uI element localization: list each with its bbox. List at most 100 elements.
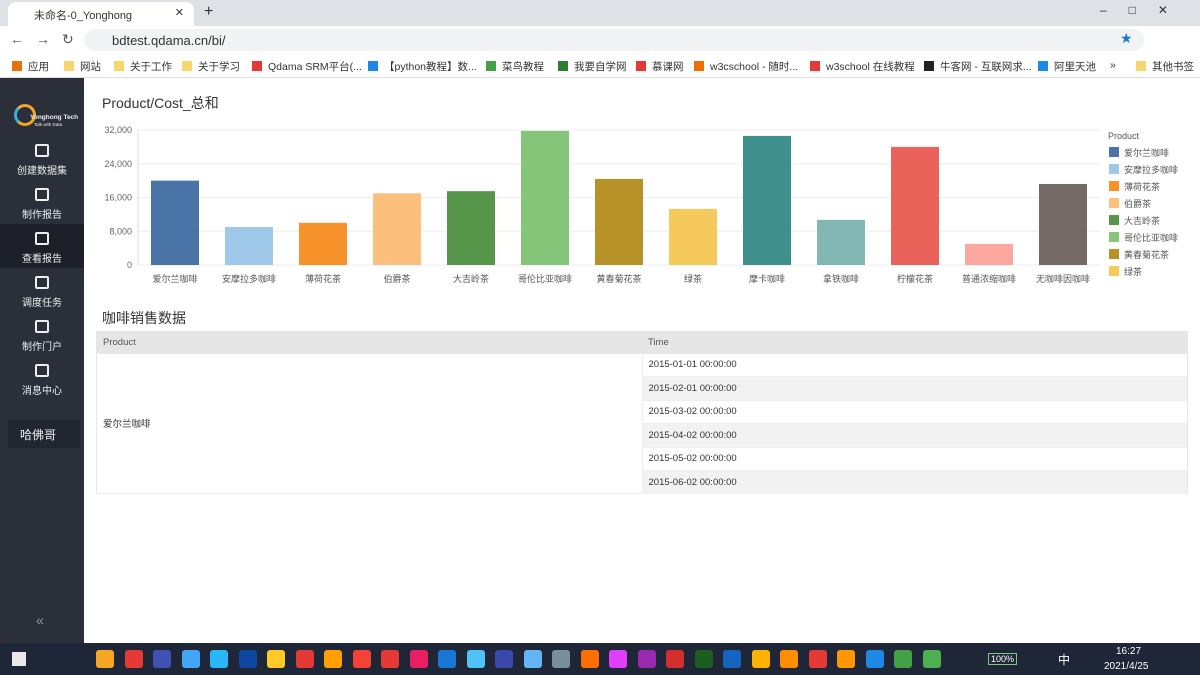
new-tab[interactable]: + [204,3,214,20]
x-tick-label: 拿铁咖啡 [823,273,859,284]
taskbar-app[interactable] [210,650,228,668]
nav-item[interactable]: 制作门户 [0,312,84,356]
legend-swatch [1109,249,1119,259]
bar [373,193,421,265]
url-field[interactable]: bdtest.qdama.cn/bi/ [84,29,1144,51]
bookmark[interactable]: w3school 在线教程 [810,59,915,74]
taskbar-app[interactable] [723,650,741,668]
taskbar-app[interactable] [381,650,399,668]
collapse[interactable]: « [36,612,44,628]
user[interactable]: 哈佛哥 [8,420,80,448]
bookmark-label: Qdama SRM平台(... [268,61,362,73]
bookmark[interactable]: 阿里天池 [1038,59,1096,74]
nav-buttons[interactable]: ←→↻ [10,31,86,47]
close-tab[interactable]: ✕ [174,7,184,19]
bar [595,178,643,265]
taskbar-app[interactable] [894,650,912,668]
bar [299,222,347,265]
bookmark-icon [636,61,646,71]
address-bar: ←→↻ bdtest.qdama.cn/bi/ ★ [0,26,1200,53]
taskbar-app[interactable] [694,650,713,668]
x-tick-label: 摩卡咖啡 [749,273,785,284]
taskbar-app[interactable] [495,650,513,668]
nav-icon [35,276,49,289]
bookmark-icon [558,61,568,71]
bar [151,180,199,265]
x-tick-label: 大吉岭茶 [453,273,489,284]
legend-swatch [1109,232,1119,242]
table-row: 2015-02-01 00:00:00 [97,376,1188,401]
taskbar-app[interactable] [609,650,627,668]
legend-label: 薄荷花茶 [1124,181,1160,192]
bookmark[interactable]: » [1094,59,1116,71]
bookmark-label: 【python教程】数... [384,61,477,73]
taskbar-app[interactable] [181,650,200,668]
bookmark[interactable]: 【python教程】数... [368,59,477,74]
start-button[interactable] [12,652,26,666]
taskbar-app[interactable] [837,650,855,668]
chart: Product/Cost_总和 0 8,000 16,000 24,000 32,000… [102,95,1178,284]
legend-swatch [1109,215,1119,225]
legend-swatch [1109,147,1119,157]
taskbar-app[interactable] [96,650,114,668]
bookmark[interactable]: 菜鸟教程 [486,59,544,74]
taskbar-app[interactable] [438,650,456,668]
legend-label: 安摩拉多咖啡 [1124,164,1178,175]
legend-swatch [1109,266,1119,276]
bookmark-icon [368,61,378,71]
nav-item[interactable]: 调度任务 [0,268,84,312]
nav-icon [35,144,49,157]
taskbar-app[interactable] [780,650,798,668]
bar [447,191,495,265]
taskbar-app[interactable] [153,650,171,668]
bookmark[interactable]: 应用 [12,59,49,74]
ime[interactable]: 中 [1058,653,1071,667]
bookmark[interactable]: w3cschool - 随时... [694,59,798,74]
bookmark[interactable]: 牛客网 - 互联网求... [924,59,1032,74]
nav-item[interactable]: 消息中心 [0,356,84,400]
taskbar-app[interactable] [466,650,485,668]
bookmark-icon [924,61,934,71]
bookmark[interactable]: 关于学习 [182,59,240,74]
bookmark[interactable]: Qdama SRM平台(... [252,59,362,74]
taskbar-app[interactable] [324,650,342,668]
nav-icon [35,364,49,377]
bookmark-label: 慕课网 [652,61,684,73]
taskbar-app[interactable] [238,650,257,668]
nav-item[interactable]: 查看报告 [0,224,84,268]
bookmark[interactable]: 慕课网 [636,59,684,74]
nav-item[interactable]: 创建数据集 [0,136,84,180]
bar [1039,184,1087,265]
bookmark[interactable]: 网站 [64,59,101,74]
taskbar-app[interactable] [352,650,371,668]
bookmark[interactable]: 其他书签 [1136,59,1194,74]
taskbar-app[interactable] [552,650,570,668]
taskbar-app[interactable] [267,650,285,668]
nav-icon [35,320,49,333]
time-cell: 2015-01-01 00:00:00 [642,353,1188,378]
taskbar-app[interactable] [666,650,684,668]
clock-date: 2021/4/25 [1104,661,1149,672]
taskbar-app[interactable] [124,650,143,668]
bookmark-star[interactable]: ★ [1120,30,1133,46]
clock-time: 16:27 [1116,646,1142,657]
bookmark[interactable]: 我要自学网 [558,59,627,74]
taskbar-app[interactable] [409,650,428,668]
taskbar-app[interactable] [865,650,884,668]
taskbar-app[interactable] [751,650,770,668]
bookmark[interactable]: 关于工作 [114,59,172,74]
bookmark-label: w3cschool - 随时... [710,61,799,73]
taskbar-app[interactable] [808,650,827,668]
browser-tab[interactable]: 未命名-0_Yonghong ✕ [8,2,194,26]
table-title: 咖啡销售数据 [102,310,186,326]
bar [225,227,273,265]
taskbar-app[interactable] [922,650,941,668]
taskbar-app[interactable] [295,650,314,668]
window-controls[interactable]: –□✕ [1100,3,1190,17]
taskbar-app[interactable] [580,650,599,668]
bookmark-icon [810,61,820,71]
nav-item[interactable]: 制作报告 [0,180,84,224]
taskbar-app[interactable] [637,650,656,668]
taskbar-app[interactable] [523,650,542,668]
x-tick-label: 薄荷花茶 [305,273,341,284]
